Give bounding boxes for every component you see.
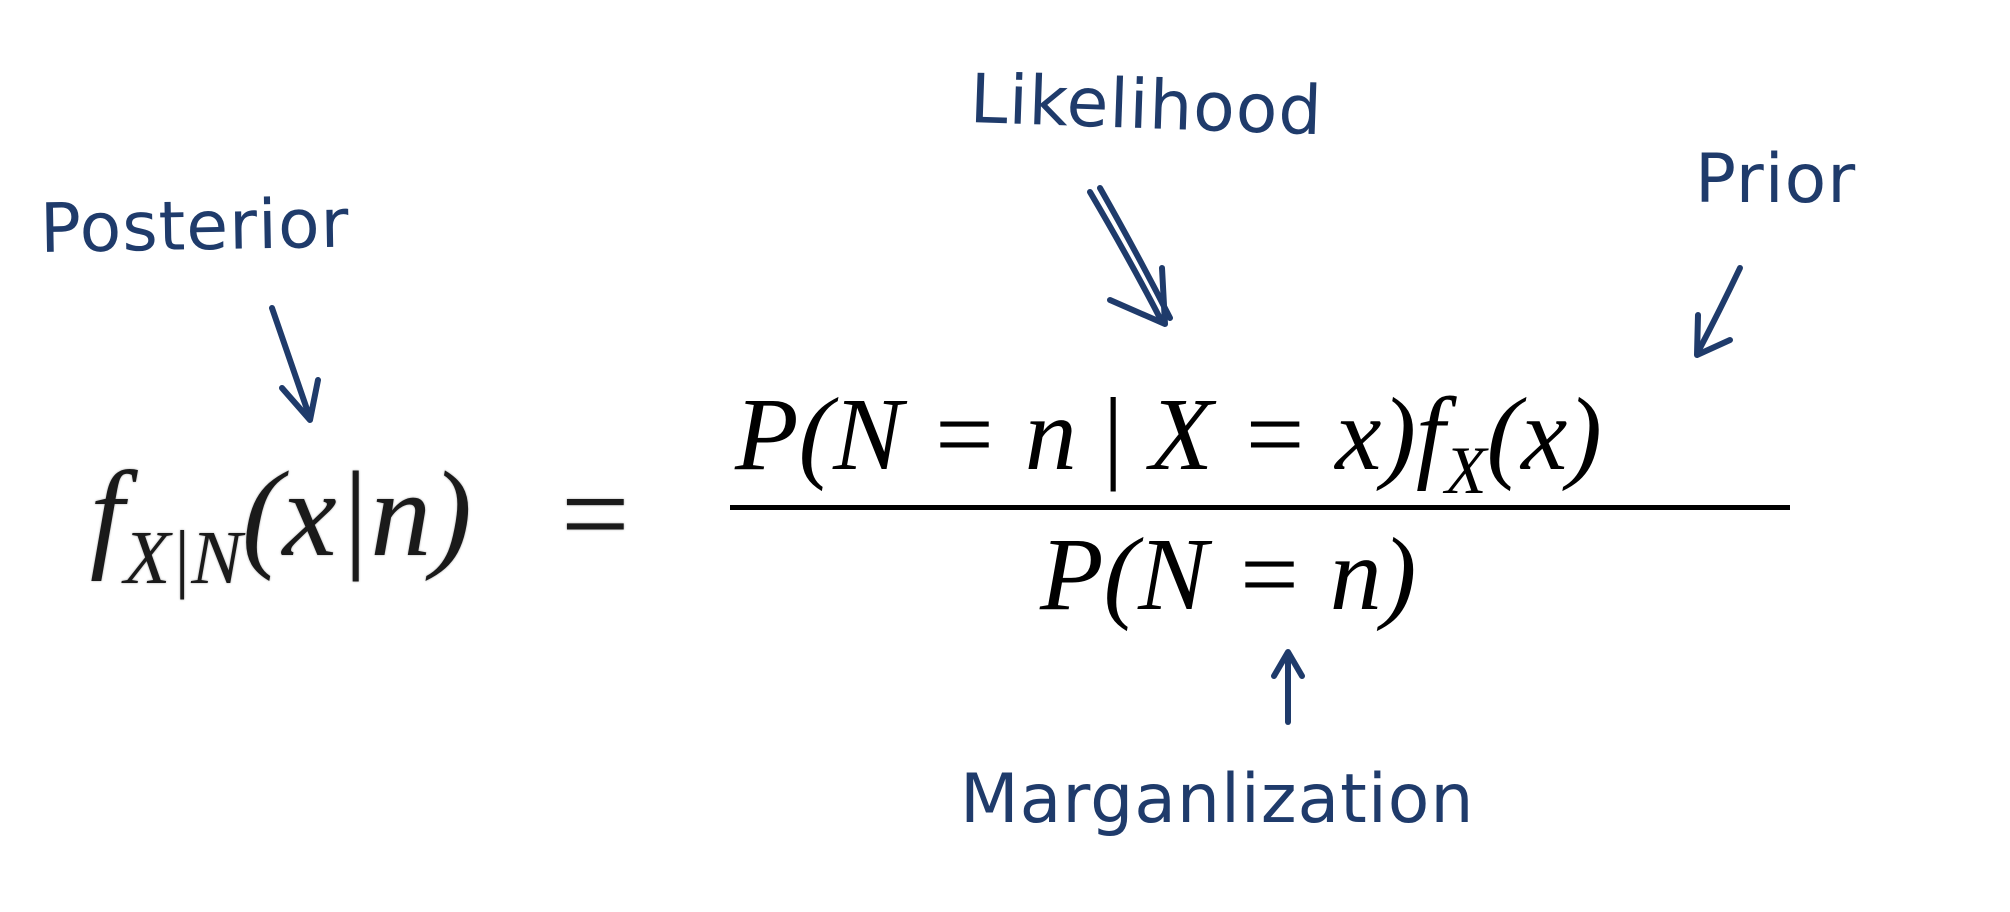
equals-sign: = <box>560 447 630 582</box>
lhs-function: f <box>90 447 124 582</box>
marginalization-arrow-icon <box>1271 649 1305 725</box>
lhs-subscript: X|N <box>123 516 242 600</box>
numerator-prior-arguments: (x) <box>1486 377 1602 492</box>
lhs-arguments: (x|n) <box>241 447 472 582</box>
numerator-prior-subscript: X <box>1444 432 1487 508</box>
fraction-bar <box>730 505 1790 510</box>
numerator-conditional-bar: | <box>1102 377 1124 492</box>
prior-label: Prior <box>1695 140 1857 219</box>
likelihood-arrow-icon <box>1087 185 1173 327</box>
numerator-likelihood-left: P(N = n <box>735 377 1077 492</box>
equation-denominator: P(N = n) <box>1040 517 1417 632</box>
numerator-prior-function: f <box>1416 377 1445 492</box>
posterior-arrow-icon <box>269 305 321 423</box>
prior-arrow-icon <box>1694 265 1743 358</box>
numerator-likelihood-right: X = x) <box>1149 377 1417 492</box>
equation-lhs: fX|N(x|n) = <box>90 445 630 600</box>
marginalization-label: Marganlization <box>960 760 1475 839</box>
equation-numerator: P(N = n | X = x)fX(x) <box>735 375 1602 508</box>
